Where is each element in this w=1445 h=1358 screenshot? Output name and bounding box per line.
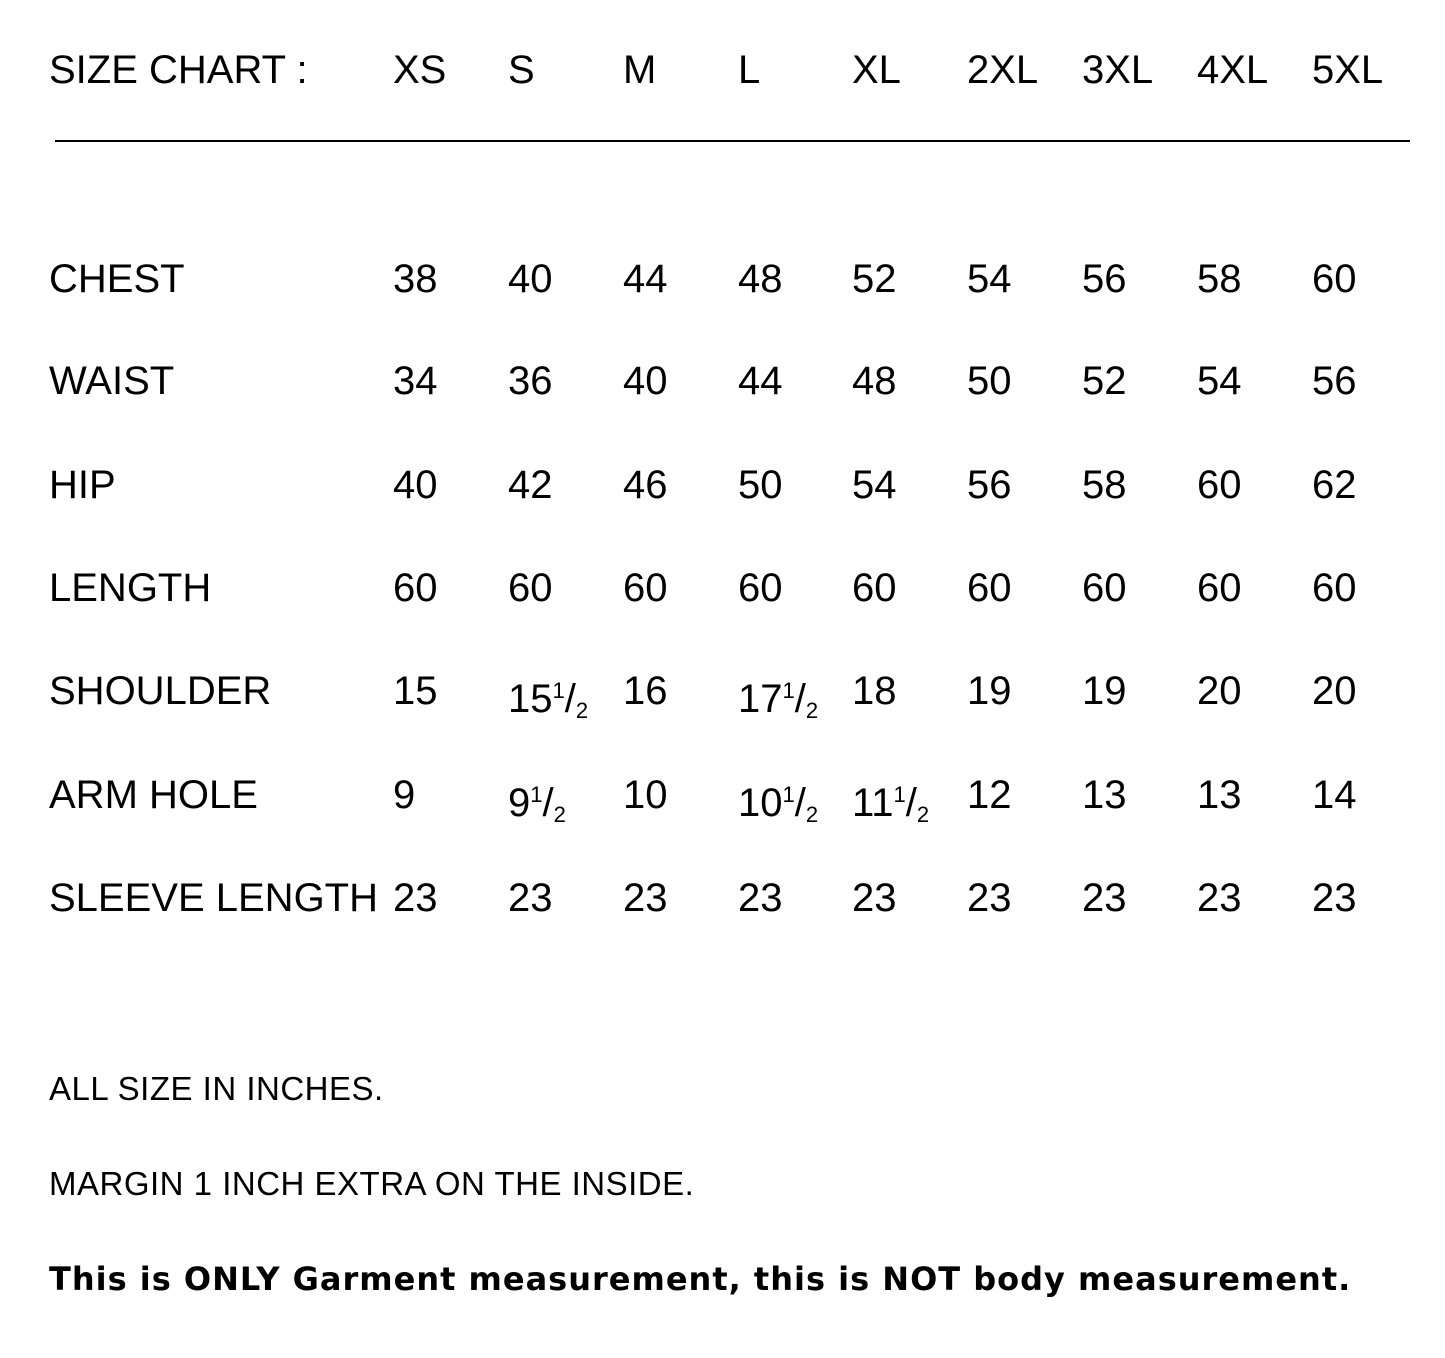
measurement-cell: 9	[393, 773, 416, 817]
measurement-cell: 44	[738, 359, 783, 403]
measurement-cell: 34	[393, 359, 438, 403]
measurement-cell: 46	[623, 463, 668, 507]
header-divider	[55, 140, 1410, 142]
measurement-cell: 54	[1197, 359, 1242, 403]
measurement-cell: 58	[1082, 463, 1127, 507]
measurement-cell: 10	[623, 773, 668, 817]
measurement-cell: 54	[967, 257, 1012, 301]
measurement-cell: 50	[738, 463, 783, 507]
measurement-cell: 40	[508, 257, 553, 301]
measurement-cell: 36	[508, 359, 553, 403]
measurement-cell: 62	[1312, 463, 1357, 507]
measurement-cell: 101/2	[738, 781, 819, 827]
measurement-cell: 14	[1312, 773, 1357, 817]
measurement-cell: 23	[1312, 876, 1357, 920]
measurement-cell: 60	[1312, 257, 1357, 301]
table-row: SHOULDER 15 151/2 16 171/2 18 19 19 20 20	[0, 661, 1445, 723]
measurement-cell: 23	[623, 876, 668, 920]
measurement-cell: 48	[852, 359, 897, 403]
measurement-cell: 60	[508, 566, 553, 610]
measurement-cell: 23	[967, 876, 1012, 920]
measurement-cell: 15	[393, 669, 438, 713]
measurement-cell: 60	[852, 566, 897, 610]
table-row: CHEST 38 40 44 48 52 54 56 58 60	[0, 249, 1445, 309]
size-header-2xl: 2XL	[967, 48, 1039, 92]
row-label: CHEST	[49, 257, 185, 301]
measurement-cell: 60	[1082, 566, 1127, 610]
measurement-cell: 13	[1197, 773, 1242, 817]
measurement-cell: 91/2	[508, 781, 566, 827]
measurement-cell: 60	[1197, 463, 1242, 507]
measurement-cell: 60	[623, 566, 668, 610]
measurement-cell: 60	[393, 566, 438, 610]
measurement-cell: 44	[623, 257, 668, 301]
measurement-cell: 111/2	[852, 781, 930, 827]
measurement-cell: 16	[623, 669, 668, 713]
units-note: ALL SIZE IN INCHES.	[49, 1070, 384, 1107]
measurement-cell: 23	[852, 876, 897, 920]
measurement-cell: 23	[1197, 876, 1242, 920]
measurement-cell: 38	[393, 257, 438, 301]
size-header-xl: XL	[852, 48, 901, 92]
table-row: WAIST 34 36 40 44 48 50 52 54 56	[0, 351, 1445, 411]
measurement-cell: 42	[508, 463, 553, 507]
table-row: SLEEVE LENGTH 23 23 23 23 23 23 23 23 23	[0, 868, 1445, 928]
measurement-cell: 40	[393, 463, 438, 507]
row-label: HIP	[49, 463, 116, 507]
measurement-cell: 171/2	[738, 677, 819, 723]
measurement-cell: 56	[1082, 257, 1127, 301]
size-header-m: M	[623, 48, 657, 92]
measurement-cell: 56	[1312, 359, 1357, 403]
size-header-5xl: 5XL	[1312, 48, 1384, 92]
size-header-3xl: 3XL	[1082, 48, 1154, 92]
measurement-cell: 54	[852, 463, 897, 507]
disclaimer-note: This is ONLY Garment measurement, this i…	[49, 1260, 1352, 1298]
measurement-cell: 60	[738, 566, 783, 610]
measurement-cell: 23	[508, 876, 553, 920]
size-header-s: S	[508, 48, 535, 92]
measurement-cell: 20	[1197, 669, 1242, 713]
size-chart-title: SIZE CHART :	[49, 48, 308, 92]
measurement-cell: 56	[967, 463, 1012, 507]
measurement-cell: 151/2	[508, 677, 589, 723]
measurement-cell: 60	[1197, 566, 1242, 610]
measurement-cell: 23	[1082, 876, 1127, 920]
measurement-cell: 23	[738, 876, 783, 920]
measurement-cell: 48	[738, 257, 783, 301]
measurement-cell: 19	[967, 669, 1012, 713]
row-label: SHOULDER	[49, 669, 272, 713]
size-header-4xl: 4XL	[1197, 48, 1269, 92]
table-row: HIP 40 42 46 50 54 56 58 60 62	[0, 455, 1445, 515]
measurement-cell: 60	[967, 566, 1012, 610]
row-label: ARM HOLE	[49, 773, 258, 817]
measurement-cell: 18	[852, 669, 897, 713]
size-header-l: L	[738, 48, 761, 92]
header-row: SIZE CHART : XS S M L XL 2XL 3XL 4XL 5XL	[0, 40, 1445, 100]
measurement-cell: 60	[1312, 566, 1357, 610]
margin-note: MARGIN 1 INCH EXTRA ON THE INSIDE.	[49, 1165, 695, 1202]
measurement-cell: 20	[1312, 669, 1357, 713]
measurement-cell: 13	[1082, 773, 1127, 817]
measurement-cell: 50	[967, 359, 1012, 403]
row-label: LENGTH	[49, 566, 212, 610]
table-row: ARM HOLE 9 91/2 10 101/2 111/2 12 13 13 14	[0, 765, 1445, 827]
row-label: WAIST	[49, 359, 175, 403]
measurement-cell: 19	[1082, 669, 1127, 713]
measurement-cell: 52	[1082, 359, 1127, 403]
measurement-cell: 40	[623, 359, 668, 403]
row-label: SLEEVE LENGTH	[49, 876, 379, 920]
size-header-xs: XS	[393, 48, 447, 92]
table-row: LENGTH 60 60 60 60 60 60 60 60 60	[0, 558, 1445, 618]
measurement-cell: 12	[967, 773, 1012, 817]
measurement-cell: 23	[393, 876, 438, 920]
measurement-cell: 52	[852, 257, 897, 301]
measurement-cell: 58	[1197, 257, 1242, 301]
